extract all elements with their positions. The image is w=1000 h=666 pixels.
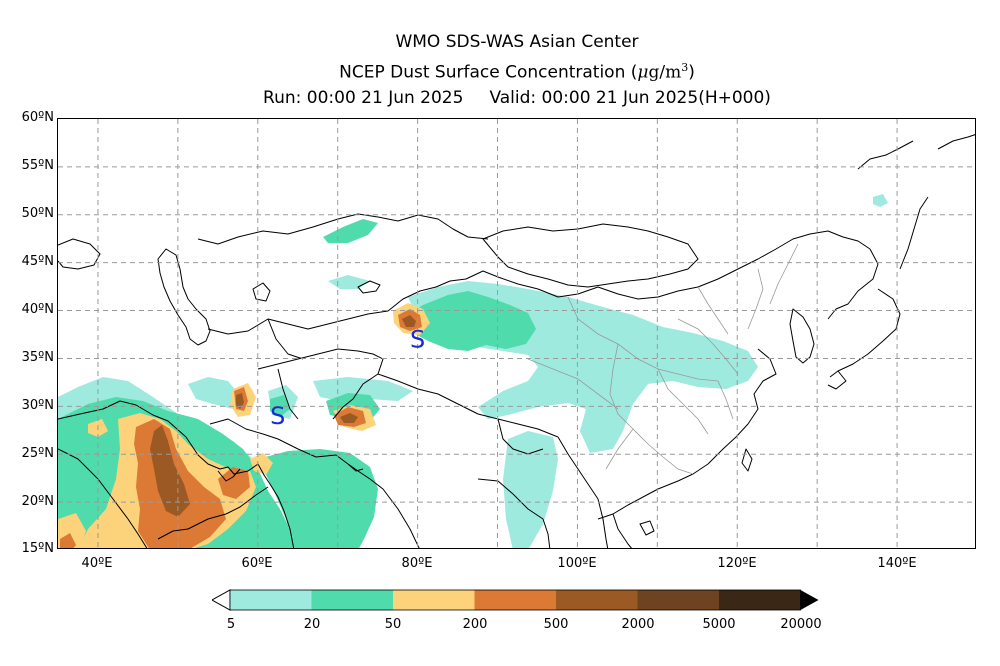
lat-label-30: 30ºN xyxy=(21,398,54,413)
map-title: WMO SDS-WAS Asian Center NCEP Dust Surfa… xyxy=(0,30,1000,111)
coastlines-borders xyxy=(58,134,975,548)
unit-mu: μ xyxy=(637,62,649,83)
lat-label-20: 20ºN xyxy=(21,494,54,509)
colorbar-label-5: 5 xyxy=(226,617,236,632)
station-markers: SS xyxy=(270,325,425,430)
colorbar-label-20: 20 xyxy=(303,617,321,632)
station-marker-1: S xyxy=(410,325,425,353)
colorbar-segment-3 xyxy=(393,590,475,610)
lon-label-80: 80ºE xyxy=(401,556,433,571)
title-product: NCEP Dust Surface Concentration (μg/m3) xyxy=(0,55,1000,86)
station-marker-2: S xyxy=(270,402,285,430)
run-time: Run: 00:00 21 Jun 2025 xyxy=(263,87,464,108)
lat-label-55: 55ºN xyxy=(21,158,54,173)
colorbar xyxy=(212,589,819,611)
map-canvas: SS xyxy=(58,119,975,548)
lon-label-40: 40ºE xyxy=(81,556,113,571)
lon-label-140: 140ºE xyxy=(877,556,917,571)
title-organization: WMO SDS-WAS Asian Center xyxy=(395,32,639,52)
colorbar-segment-6 xyxy=(637,590,719,610)
title-product-text: NCEP Dust Surface Concentration ( xyxy=(339,62,638,83)
colorbar-label-2000: 2000 xyxy=(621,617,655,632)
colorbar-label-20000: 20000 xyxy=(780,617,822,632)
lon-label-100: 100ºE xyxy=(557,556,597,571)
colorbar-segment-5 xyxy=(556,590,638,610)
colorbar-segment-1 xyxy=(230,590,312,610)
lat-label-45: 45ºN xyxy=(21,254,54,269)
colorbar-label-500: 500 xyxy=(543,617,569,632)
colorbar-segment-4 xyxy=(474,590,556,610)
colorbar-label-50: 50 xyxy=(384,617,402,632)
lat-label-50: 50ºN xyxy=(21,206,54,221)
lat-label-35: 35ºN xyxy=(21,350,54,365)
title-product-close: ) xyxy=(688,62,695,83)
lat-label-60: 60ºN xyxy=(21,110,54,125)
valid-time: Valid: 00:00 21 Jun 2025(H+000) xyxy=(489,87,771,108)
colorbar-segment-7 xyxy=(719,590,801,610)
title-times: Run: 00:00 21 Jun 2025 Valid: 00:00 21 Ju… xyxy=(0,86,1000,111)
unit-text: g/m xyxy=(648,62,682,83)
colorbar-label-200: 200 xyxy=(462,617,488,632)
lon-label-60: 60ºE xyxy=(241,556,273,571)
colorbar-extend-low xyxy=(212,589,231,611)
colorbar-extend-high xyxy=(800,590,819,610)
lat-label-25: 25ºN xyxy=(21,446,54,461)
colorbar-segment-2 xyxy=(311,590,393,610)
colorbar-outline xyxy=(229,589,801,611)
lat-label-40: 40ºN xyxy=(21,302,54,317)
dust-layer-500-2000 xyxy=(150,315,416,517)
province-borders xyxy=(527,243,799,475)
lat-label-15: 15ºN xyxy=(21,541,54,556)
graticule xyxy=(58,119,975,548)
unit-exponent: 3 xyxy=(681,61,689,74)
colorbar-label-5000: 5000 xyxy=(702,617,736,632)
lon-label-120: 120ºE xyxy=(717,556,757,571)
